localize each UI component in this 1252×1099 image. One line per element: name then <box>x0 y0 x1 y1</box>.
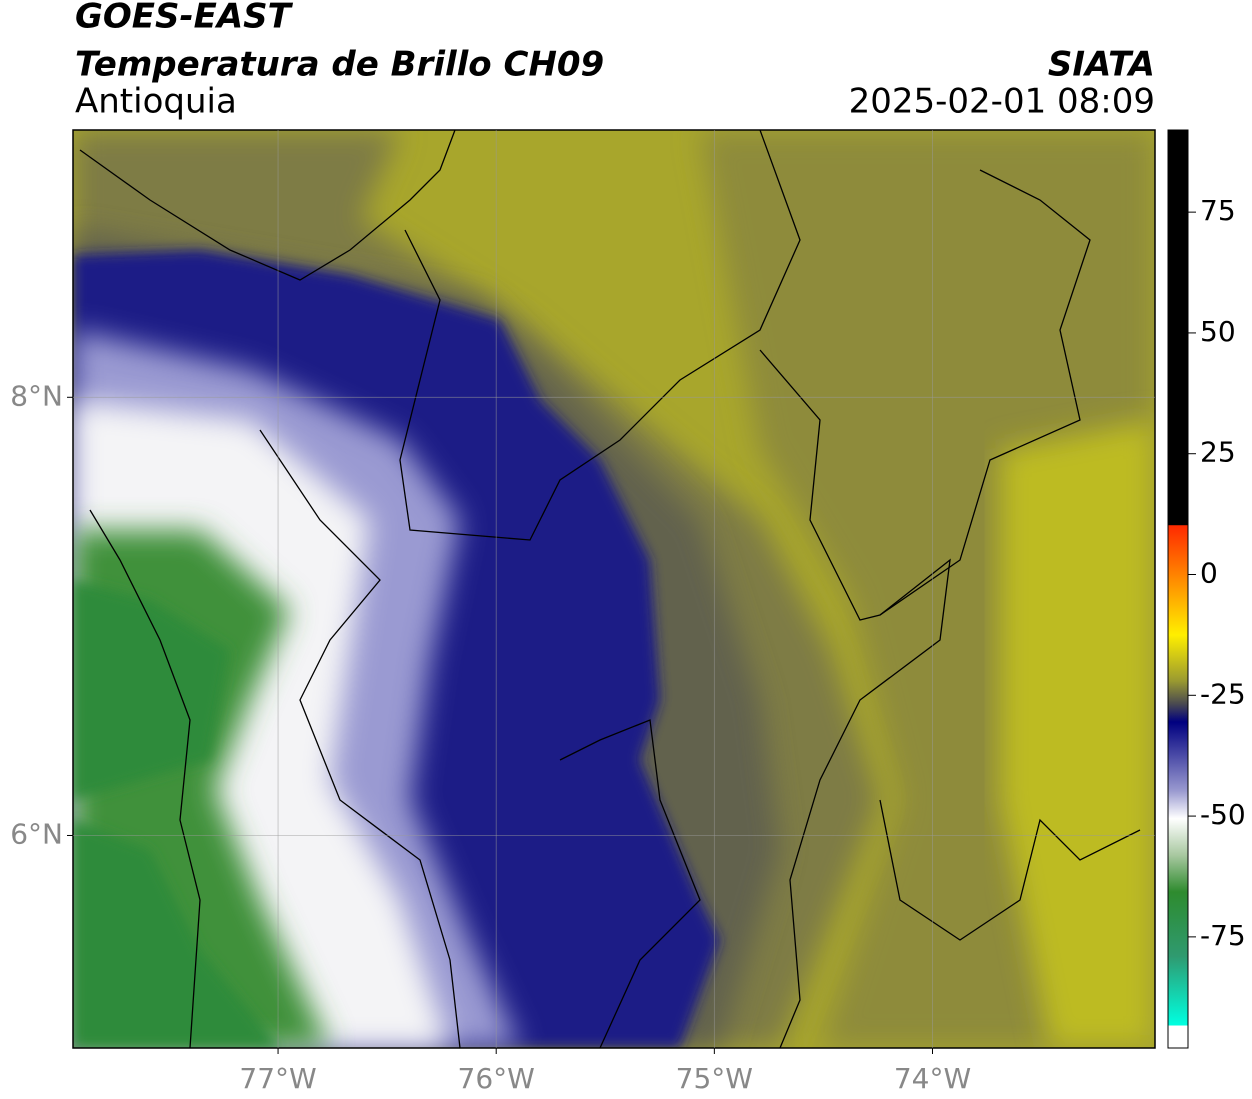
source: SIATA <box>1048 45 1155 85</box>
y-tick-label: 8°N <box>10 379 63 412</box>
colorbar-tick-label: -25 <box>1200 677 1246 710</box>
region: Antioquia <box>75 82 237 122</box>
colorbar <box>1167 129 1189 1049</box>
colorbar-tick-label: 75 <box>1200 194 1236 227</box>
borders <box>79 130 1141 1048</box>
x-tick-label: 74°W <box>894 1062 971 1095</box>
colorbar-tick-label: -75 <box>1200 919 1246 952</box>
colorbar-tick-label: 50 <box>1200 315 1236 348</box>
datetime: 2025-02-01 08:09 <box>849 82 1155 122</box>
x-tick-label: 77°W <box>239 1062 316 1095</box>
subtitle: Temperatura de Brillo CH09 <box>75 45 604 85</box>
satellite-image <box>73 130 1155 1048</box>
colorbar-tick-label: -50 <box>1200 798 1246 831</box>
map-frame <box>72 129 1156 1049</box>
colorbar-tick-label: 25 <box>1200 436 1236 469</box>
y-tick-label: 6°N <box>10 817 63 850</box>
title: GOES-EAST <box>75 0 294 37</box>
colorbar-tick-label: 0 <box>1200 557 1218 590</box>
x-tick-label: 76°W <box>458 1062 535 1095</box>
x-tick-label: 75°W <box>676 1062 753 1095</box>
